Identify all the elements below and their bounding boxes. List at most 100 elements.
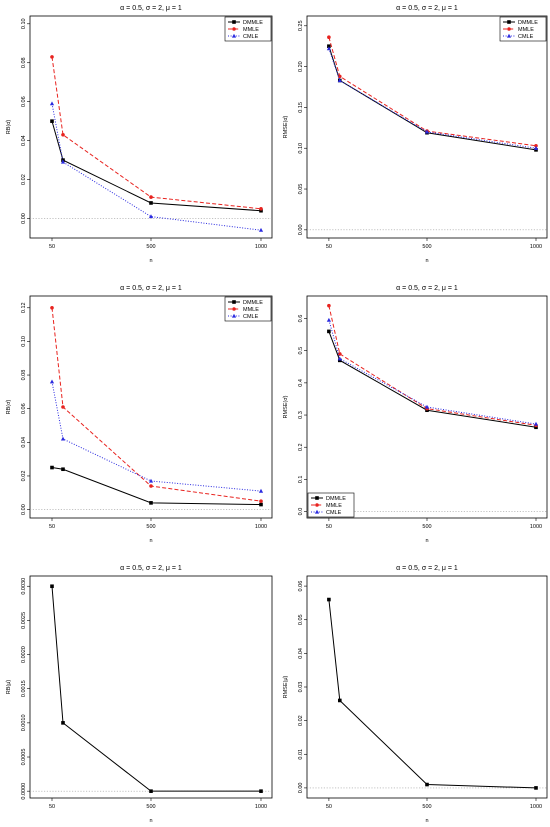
y-tick-label: 0.4 bbox=[298, 379, 304, 387]
legend-marker bbox=[231, 33, 237, 38]
y-tick-label: 0.04 bbox=[21, 135, 27, 146]
series-line-series bbox=[51, 586, 261, 792]
y-tick-label: 0.08 bbox=[21, 370, 27, 381]
y-axis-label: RB(μ̂) bbox=[6, 680, 12, 695]
series-line-dmmle bbox=[328, 46, 537, 151]
y-tick-label: 0.00 bbox=[298, 783, 304, 794]
y-tick-label: 0.04 bbox=[21, 437, 27, 448]
data-point-cmle bbox=[60, 159, 66, 164]
chart-panel-1: α = 0.5, σ = 2, μ = 1 50 500 1000 0.00 0.02 0.… bbox=[6, 5, 273, 264]
legend-marker bbox=[506, 33, 512, 38]
y-tick-label: 0.5 bbox=[298, 347, 304, 355]
x-tick-label: 1000 bbox=[255, 804, 267, 810]
data-point-cmle bbox=[60, 436, 66, 441]
legend-marker bbox=[232, 20, 236, 24]
data-point-dmmle bbox=[61, 467, 65, 472]
y-tick-label: 0.05 bbox=[298, 184, 304, 195]
x-tick-label: 1000 bbox=[530, 244, 542, 250]
data-point-dmmle bbox=[259, 502, 263, 507]
data-point-series bbox=[259, 789, 263, 793]
x-tick-label: 50 bbox=[49, 804, 55, 810]
y-tick-label: 0.2 bbox=[298, 443, 304, 451]
y-tick-label: 0.02 bbox=[21, 471, 27, 482]
legend-marker bbox=[315, 496, 319, 500]
y-tick-label: 0.00 bbox=[21, 213, 27, 224]
x-tick-label: 500 bbox=[422, 524, 431, 530]
data-point-mmle bbox=[259, 206, 263, 211]
series-line-series bbox=[328, 599, 537, 789]
legend-label: MMLE bbox=[243, 307, 259, 313]
x-axis-label: n bbox=[425, 818, 428, 824]
data-point-mmle bbox=[61, 405, 65, 409]
y-axis-label: RMSE(σ̂) bbox=[283, 395, 289, 418]
data-point-series bbox=[61, 721, 65, 725]
data-point-cmle bbox=[533, 145, 539, 150]
x-tick-label: 500 bbox=[146, 244, 155, 250]
legend-marker bbox=[231, 313, 237, 318]
y-tick-label: 0.20 bbox=[298, 61, 304, 72]
data-point-dmmle bbox=[534, 148, 538, 152]
y-tick-label: 0.06 bbox=[298, 581, 304, 592]
chart-panel-2: α = 0.5, σ = 2, μ = 1 50 500 1000 0.00 0.05 0.… bbox=[283, 5, 548, 264]
data-point-dmmle bbox=[149, 201, 153, 205]
data-point-cmle bbox=[258, 227, 264, 232]
y-axis-label: RMSE(μ̂) bbox=[283, 675, 289, 698]
data-point-mmle bbox=[149, 484, 153, 488]
y-tick-label: 0.03 bbox=[298, 682, 304, 693]
y-tick-label: 0.00 bbox=[298, 224, 304, 235]
data-point-cmle bbox=[337, 78, 342, 83]
legend-marker bbox=[315, 503, 319, 507]
legend-label: MMLE bbox=[518, 27, 534, 33]
y-tick-label: 0.08 bbox=[21, 57, 27, 68]
chart-title: α = 0.5, σ = 2, μ = 1 bbox=[396, 5, 458, 12]
chart-panel-4: α = 0.5, σ = 2, μ = 1 50 500 1000 0.0 0.1 0.2 0… bbox=[283, 285, 548, 544]
chart-panel-6: α = 0.5, σ = 2, μ = 1 50 500 1000 0.00 0.01 0.… bbox=[283, 565, 548, 824]
data-point-cmle bbox=[148, 478, 154, 483]
y-tick-label: 0.0 bbox=[298, 508, 304, 516]
data-point-dmmle bbox=[50, 119, 54, 123]
y-tick-label: 0.06 bbox=[21, 403, 27, 414]
legend-label: CMLE bbox=[243, 314, 259, 320]
chart-panel-3: α = 0.5, σ = 2, μ = 1 50 500 1000 0.00 0.02 0.… bbox=[6, 285, 273, 544]
y-tick-label: 0.0000 bbox=[21, 783, 27, 800]
data-point-cmle bbox=[533, 421, 539, 426]
data-point-cmle bbox=[424, 404, 430, 409]
y-tick-label: 0.06 bbox=[21, 96, 27, 107]
y-tick-label: 0.05 bbox=[298, 614, 304, 625]
data-point-series bbox=[50, 584, 54, 589]
x-tick-label: 50 bbox=[49, 244, 55, 250]
legend-label: CMLE bbox=[518, 34, 534, 40]
series-line-cmle bbox=[51, 381, 262, 492]
legend-label: CMLE bbox=[326, 510, 342, 516]
series-line-cmle bbox=[328, 48, 537, 149]
legend-label: DMMLE bbox=[243, 20, 263, 26]
data-point-mmle bbox=[338, 74, 342, 79]
x-axis-label: n bbox=[425, 258, 428, 264]
chart-title: α = 0.5, σ = 2, μ = 1 bbox=[120, 565, 182, 572]
legend-marker bbox=[314, 509, 320, 514]
data-point-series bbox=[327, 597, 331, 602]
data-point-mmle bbox=[61, 132, 65, 137]
y-tick-label: 0.00 bbox=[21, 504, 27, 515]
y-tick-label: 0.04 bbox=[298, 648, 304, 659]
chart-title: α = 0.5, σ = 2, μ = 1 bbox=[120, 5, 182, 12]
data-point-cmle bbox=[326, 46, 331, 51]
data-point-dmmle bbox=[50, 465, 54, 470]
x-tick-label: 1000 bbox=[530, 804, 542, 810]
data-point-cmle bbox=[148, 214, 154, 219]
data-point-mmle bbox=[50, 55, 54, 59]
series-line-mmle bbox=[328, 305, 537, 426]
y-tick-label: 0.10 bbox=[21, 336, 27, 347]
data-point-mmle bbox=[50, 305, 54, 310]
x-axis-label: n bbox=[149, 818, 152, 824]
y-axis-label: RMSE(α̂) bbox=[283, 115, 289, 138]
x-tick-label: 500 bbox=[146, 524, 155, 530]
chart-panel-5: α = 0.5, σ = 2, μ = 1 50 500 1000 0.0000 0.00… bbox=[6, 565, 273, 824]
y-tick-label: 0.12 bbox=[21, 302, 27, 313]
data-point-series bbox=[534, 786, 538, 790]
y-tick-label: 0.01 bbox=[298, 749, 304, 760]
